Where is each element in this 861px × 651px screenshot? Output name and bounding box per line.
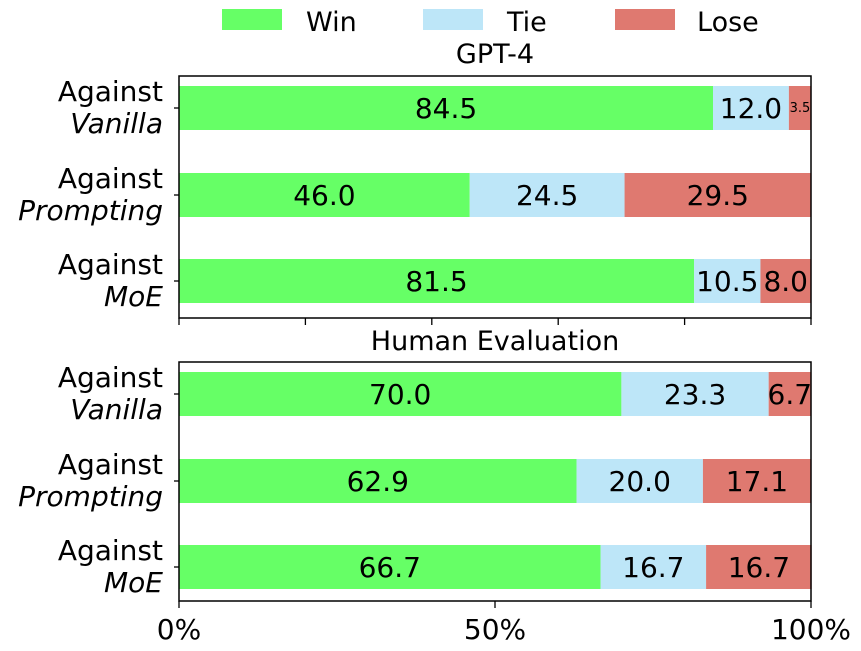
bar-segment-win xyxy=(179,173,470,217)
category-label-line2: Vanilla xyxy=(70,107,163,140)
bar-segment-lose xyxy=(760,259,811,303)
legend: Win Tie Lose xyxy=(222,7,759,38)
legend-swatch-win xyxy=(222,9,282,30)
legend-swatch-tie xyxy=(423,9,483,30)
bar-value-label: 6.7 xyxy=(768,378,813,411)
bar-segment-tie xyxy=(621,372,769,416)
bar-value-label: 3.5 xyxy=(790,101,811,116)
legend-label-win: Win xyxy=(306,7,357,38)
plot-frame xyxy=(178,75,812,319)
legend-label-tie: Tie xyxy=(506,7,547,38)
category-label-line1: Against xyxy=(58,75,163,108)
bar-value-label: 29.5 xyxy=(687,179,749,212)
bar-segment-tie xyxy=(469,173,625,217)
bar-value-label: 46.0 xyxy=(293,179,355,212)
bar-segment-lose xyxy=(624,173,811,217)
bar-value-label: 24.5 xyxy=(516,179,578,212)
bar-segment-win xyxy=(179,459,577,503)
bar-segment-tie xyxy=(600,545,707,589)
category-label-line2: MoE xyxy=(104,566,163,599)
category-label-line1: Against xyxy=(58,361,163,394)
panel-title: Human Evaluation xyxy=(371,326,619,357)
bar-value-label: 84.5 xyxy=(415,92,477,125)
category-label-line1: Against xyxy=(58,248,163,281)
bar-value-label: 20.0 xyxy=(609,465,671,498)
panel-title: GPT-4 xyxy=(456,39,534,70)
category-label-line1: Against xyxy=(58,534,163,567)
bar-segment-lose xyxy=(788,86,811,130)
bar-value-label: 16.7 xyxy=(728,551,790,584)
bar-value-label: 62.9 xyxy=(347,465,409,498)
bar-value-label: 81.5 xyxy=(405,265,467,298)
legend-swatch-lose xyxy=(615,9,675,30)
bar-value-label: 17.1 xyxy=(726,465,788,498)
bar-segment-win xyxy=(179,259,695,303)
bar-segment-tie xyxy=(576,459,703,503)
bar-segment-lose xyxy=(706,545,812,589)
x-tick-label: 50% xyxy=(464,613,526,646)
bar-segment-lose xyxy=(702,459,811,503)
category-label-line2: Prompting xyxy=(18,194,163,227)
bar-value-label: 8.0 xyxy=(763,265,808,298)
bar-segment-tie xyxy=(713,86,789,130)
category-label-line2: Vanilla xyxy=(70,393,163,426)
bar-segment-win xyxy=(179,545,601,589)
x-tick-label: 0% xyxy=(157,613,201,646)
category-label-line1: Against xyxy=(58,448,163,481)
category-label-line2: Prompting xyxy=(18,480,163,513)
category-label-line1: Against xyxy=(58,162,163,195)
bar-segment-lose xyxy=(768,372,811,416)
bar-value-label: 66.7 xyxy=(359,551,421,584)
x-tick-label: 100% xyxy=(771,613,851,646)
bar-value-label: 70.0 xyxy=(369,378,431,411)
legend-label-lose: Lose xyxy=(697,7,759,38)
bar-value-label: 16.7 xyxy=(622,551,684,584)
bar-segment-tie xyxy=(694,259,761,303)
bar-segment-win xyxy=(179,86,714,130)
bar-value-label: 23.3 xyxy=(664,378,726,411)
bar-value-label: 12.0 xyxy=(720,92,782,125)
category-label-line2: MoE xyxy=(104,280,163,313)
bar-value-label: 10.5 xyxy=(696,265,758,298)
bar-segment-win xyxy=(179,372,622,416)
